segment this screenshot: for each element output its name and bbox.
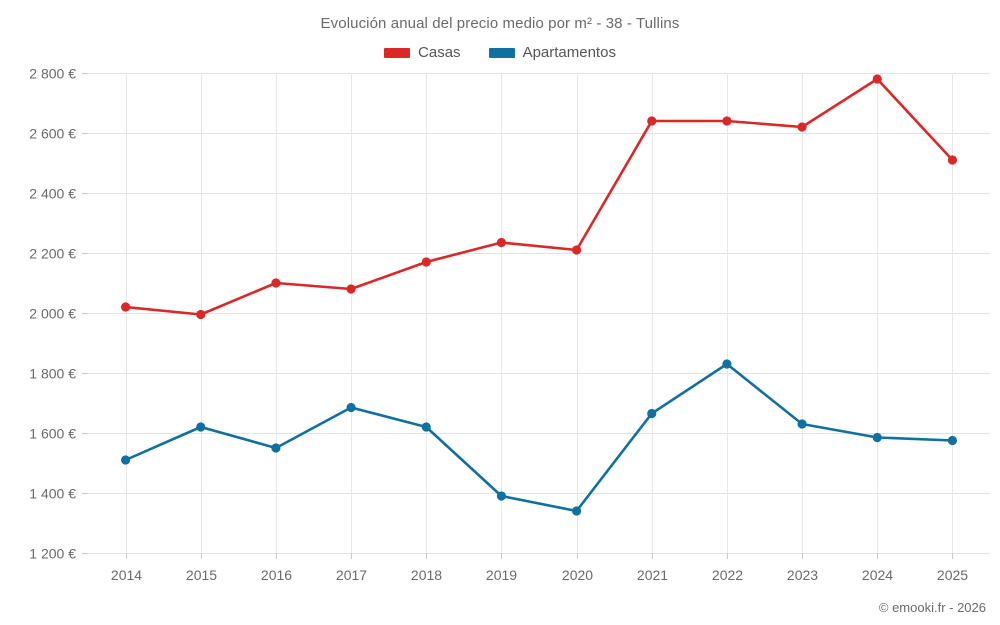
y-tick-label: 2 400 € [29,186,76,202]
vertical-gridlines [126,73,953,553]
x-tick-label: 2017 [336,567,367,583]
x-tick-label: 2015 [186,567,217,583]
x-axis-tick-marks [126,553,953,559]
data-point[interactable]: Casas 2020: 2210 € [571,245,582,255]
data-point[interactable]: Apartamentos 2022: 1830 € [722,359,732,369]
legend-label-apartamentos: Apartamentos [522,44,616,61]
x-tick-label: 2018 [411,567,442,583]
chart-legend: Casas Apartamentos [0,44,1000,61]
x-tick-label: 2024 [862,567,893,583]
y-tick-label: 2 800 € [29,66,76,82]
data-point[interactable]: Apartamentos 2019: 1390 € [496,491,507,501]
chart-title: Evolución anual del precio medio por m² … [320,15,680,32]
x-tick-label: 2023 [787,567,818,583]
data-point[interactable]: Apartamentos 2016: 1550 € [271,443,281,453]
legend-swatch-casas [384,47,411,58]
data-point[interactable]: Apartamentos 2023: 1630 € [797,419,807,429]
x-tick-label: 2025 [937,567,968,583]
y-tick-label: 2 600 € [29,126,76,142]
data-series-layer: Casas 2014: 2020 € Casas 2015: 1995 € Casa… [120,74,958,516]
data-point[interactable]: Casas 2019: 2235 € [496,237,507,248]
data-point[interactable]: Apartamentos 2014: 1510 € [120,455,131,465]
y-tick-label: 1 800 € [29,366,76,382]
y-tick-label: 2 000 € [29,306,76,322]
y-tick-label: 2 200 € [29,246,76,262]
data-point[interactable]: Casas 2025: 2510 € [947,155,958,165]
y-tick-label: 1 400 € [29,486,76,502]
y-axis-labels: 1 200 € 1 400 € 1 600 € 1 800 € 2 000 € 2 200… [29,66,76,562]
data-point[interactable]: Casas 2016: 2100 € [271,278,281,288]
data-point[interactable]: Apartamentos 2025: 1575 € [947,435,958,446]
x-tick-label: 2021 [637,567,668,583]
data-point[interactable]: Casas 2023: 2620 € [797,122,807,132]
x-tick-label: 2022 [712,567,743,583]
y-tick-label: 1 600 € [29,426,76,442]
y-axis-tick-marks [82,73,88,554]
data-point[interactable]: Casas 2018: 2170 € [421,257,431,267]
data-point[interactable]: Casas 2015: 1995 € [196,309,206,320]
legend-item-casas[interactable]: Casas [384,44,461,61]
data-point[interactable]: Casas 2021: 2640 € [647,116,657,126]
data-point[interactable]: Casas 2017: 2080 € [346,284,356,294]
data-point[interactable]: Casas 2024: 2780 € [872,74,882,84]
series-line-apartamentos [124,362,954,513]
data-point[interactable]: Apartamentos 2017: 1685 € [346,402,356,413]
data-point[interactable]: Casas 2022: 2640 € [722,116,732,126]
series-line-casas [124,77,954,316]
x-axis-labels: 2014 2015 2016 2017 2018 2019 2020 2021 2022 2023… [111,567,968,583]
legend-item-apartamentos[interactable]: Apartamentos [488,44,616,61]
data-point[interactable]: Apartamentos 2021: 1665 € [647,408,657,419]
data-point[interactable]: Apartamentos 2024: 1585 € [872,432,882,443]
horizontal-gridlines [88,73,990,554]
x-tick-label: 2019 [486,567,517,583]
y-tick-label: 1 200 € [29,546,76,562]
x-tick-label: 2014 [111,567,142,583]
data-point[interactable]: Casas 2014: 2020 € [120,302,131,312]
legend-swatch-apartamentos [488,47,515,58]
x-tick-label: 2016 [261,567,292,583]
legend-label-casas: Casas [418,44,461,61]
footer-credit: © emooki.fr - 2026 [878,600,986,615]
x-tick-label: 2020 [562,567,593,583]
data-point[interactable]: Apartamentos 2020: 1340 € [571,506,582,516]
